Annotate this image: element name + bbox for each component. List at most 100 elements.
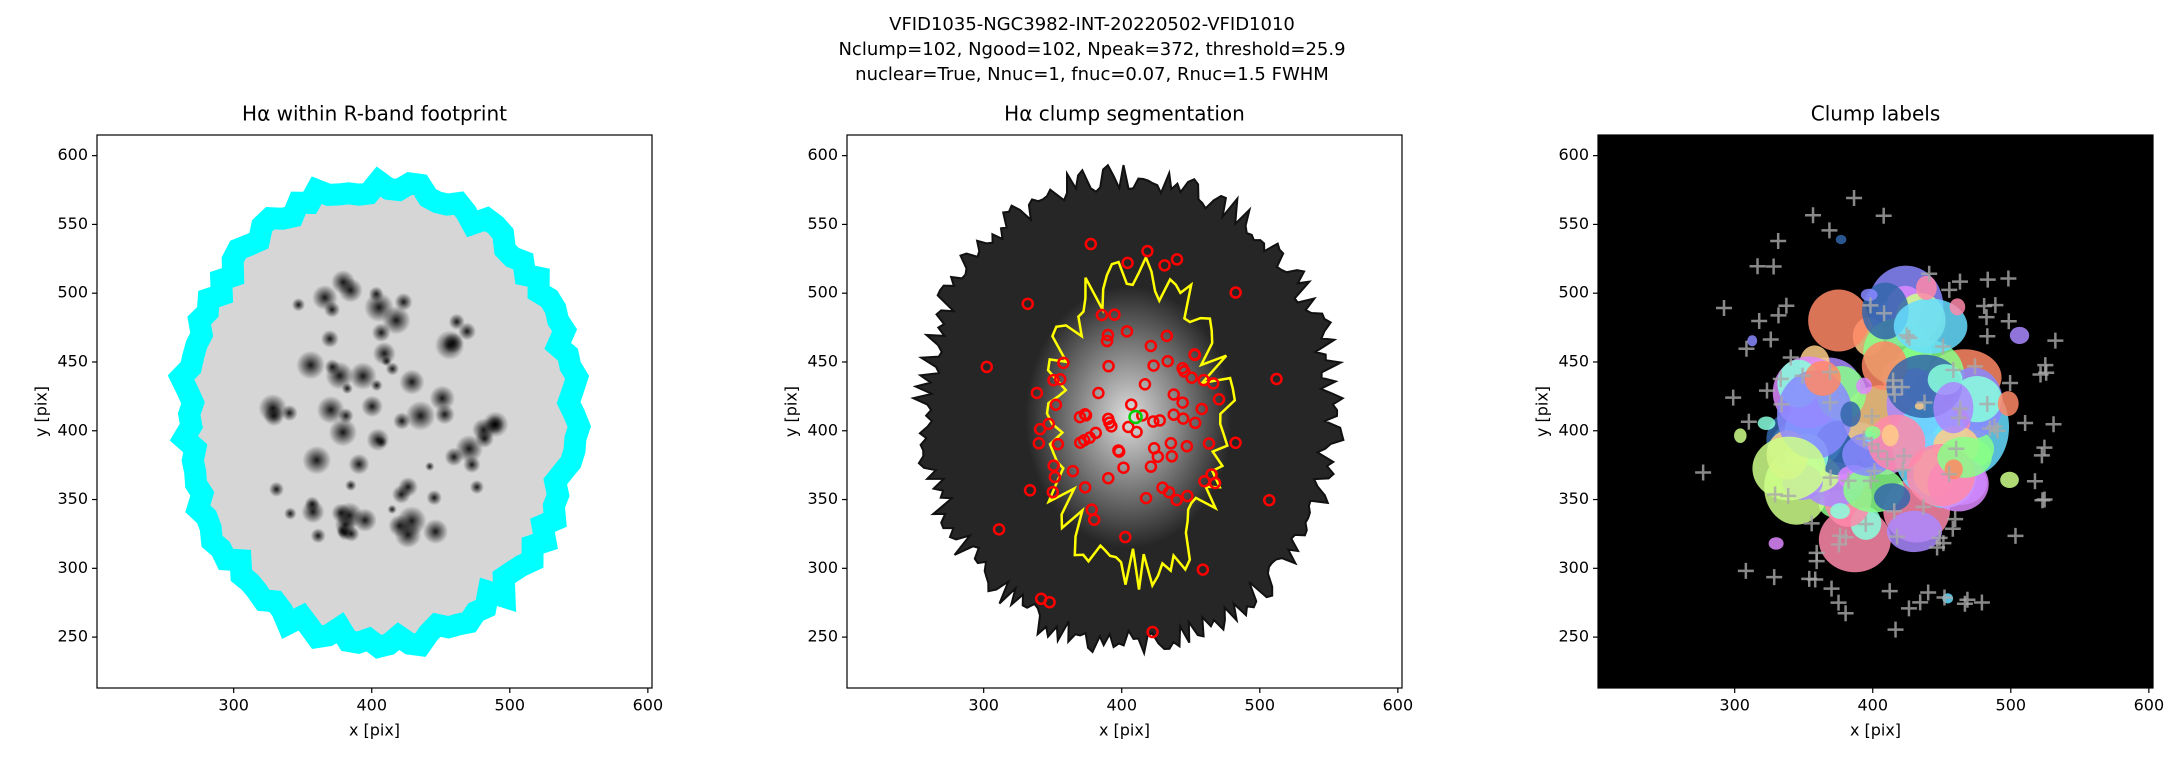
- nucleus: [1128, 409, 1143, 425]
- contour: [1045, 254, 1237, 590]
- peak-marker: [1762, 331, 1779, 348]
- emission: [320, 329, 339, 348]
- peak-marker: [1715, 300, 1732, 317]
- y-tick-label: 250: [1558, 627, 1589, 646]
- clump: [1205, 468, 1218, 481]
- peak-marker: [1941, 466, 1958, 483]
- emission: [394, 521, 422, 549]
- clump: [1023, 484, 1037, 497]
- clump: [1046, 485, 1060, 499]
- clump: [1048, 470, 1062, 484]
- peak-marker: [1894, 461, 1911, 478]
- clump: [1153, 414, 1167, 427]
- x-tick-label: 600: [2134, 696, 2165, 715]
- clump: [1101, 328, 1115, 342]
- peak-marker: [1862, 472, 1879, 489]
- label-region: [2000, 471, 2019, 489]
- clump: [1095, 308, 1109, 322]
- label-region: [1916, 275, 1937, 300]
- y-tick-label: 550: [57, 214, 88, 233]
- peak-marker: [1935, 338, 1952, 355]
- peak-marker: [1782, 349, 1799, 366]
- clump: [980, 360, 994, 374]
- peak-marker: [1936, 589, 1953, 606]
- peak-marker: [2000, 313, 2017, 330]
- y-tick-label: 300: [1558, 558, 1589, 577]
- peak-marker: [1857, 516, 1874, 533]
- clump: [1185, 371, 1198, 384]
- label-region: [1808, 289, 1870, 352]
- chart-title: Clump labels: [1811, 102, 1941, 126]
- peak-marker: [1885, 372, 1902, 389]
- clump: [1147, 442, 1161, 455]
- label-region: [1840, 401, 1861, 427]
- clump: [1229, 286, 1242, 299]
- clump: [1178, 365, 1191, 378]
- clump: [1047, 459, 1060, 472]
- clump: [1188, 416, 1202, 430]
- label-region: [1886, 510, 1942, 553]
- label-region: [1835, 234, 1847, 245]
- peak-marker: [1863, 408, 1880, 425]
- x-axis-label: x [pix]: [1850, 721, 1901, 740]
- clump: [1165, 450, 1179, 463]
- emission: [291, 298, 306, 312]
- label-region: [1856, 377, 1872, 395]
- clump: [1202, 437, 1216, 450]
- clump: [1144, 339, 1158, 353]
- clump: [1197, 373, 1210, 387]
- label-region: [1768, 537, 1784, 550]
- emission: [353, 508, 377, 532]
- peak-marker: [1738, 340, 1755, 357]
- peak-marker: [1770, 232, 1787, 249]
- peak-marker: [1870, 442, 1887, 459]
- peak-marker: [1947, 511, 1964, 528]
- label-region: [2009, 326, 2030, 345]
- clump: [1078, 481, 1092, 494]
- emission: [284, 507, 297, 520]
- clump: [1102, 359, 1115, 373]
- peak-marker: [2000, 270, 2017, 287]
- peak-marker: [1915, 498, 1932, 515]
- y-tick-label: 300: [807, 558, 838, 577]
- clump: [1084, 237, 1098, 251]
- clump: [1170, 253, 1184, 266]
- clump: [1196, 563, 1210, 576]
- peak-marker: [1766, 569, 1783, 586]
- clump: [1119, 530, 1132, 544]
- y-tick-label: 500: [807, 283, 838, 302]
- peak-marker: [1773, 396, 1790, 413]
- peak-marker: [1808, 544, 1825, 561]
- clump: [1156, 481, 1169, 494]
- emission: [345, 479, 357, 492]
- peak-marker: [2036, 439, 2053, 456]
- peak-marker: [1979, 396, 1996, 413]
- y-tick-label: 250: [57, 627, 88, 646]
- peak-marker: [1921, 265, 1938, 282]
- y-tick-label: 250: [807, 627, 838, 646]
- y-tick-label: 400: [57, 420, 88, 439]
- peak-marker: [1987, 297, 2004, 314]
- peak-marker: [1803, 515, 1820, 532]
- peak-marker: [1901, 329, 1918, 346]
- label-region: [1777, 370, 1853, 459]
- peak-marker: [1886, 386, 1903, 403]
- clump: [1101, 412, 1115, 426]
- emission: [372, 341, 396, 366]
- clump: [1053, 373, 1067, 386]
- clump: [1188, 348, 1202, 362]
- y-tick-label: 450: [57, 351, 88, 370]
- emission: [444, 447, 464, 467]
- image: [847, 135, 1402, 688]
- clump: [1051, 437, 1065, 451]
- peak-marker: [1725, 389, 1742, 406]
- emission: [325, 361, 354, 390]
- y-tick-label: 600: [1558, 145, 1589, 164]
- label-region: [1881, 424, 1899, 447]
- peak-marker: [2032, 366, 2049, 383]
- emission: [426, 489, 442, 506]
- clump: [1117, 461, 1130, 474]
- emission: [429, 385, 456, 411]
- clump: [1167, 388, 1181, 401]
- peak-marker: [1881, 583, 1898, 600]
